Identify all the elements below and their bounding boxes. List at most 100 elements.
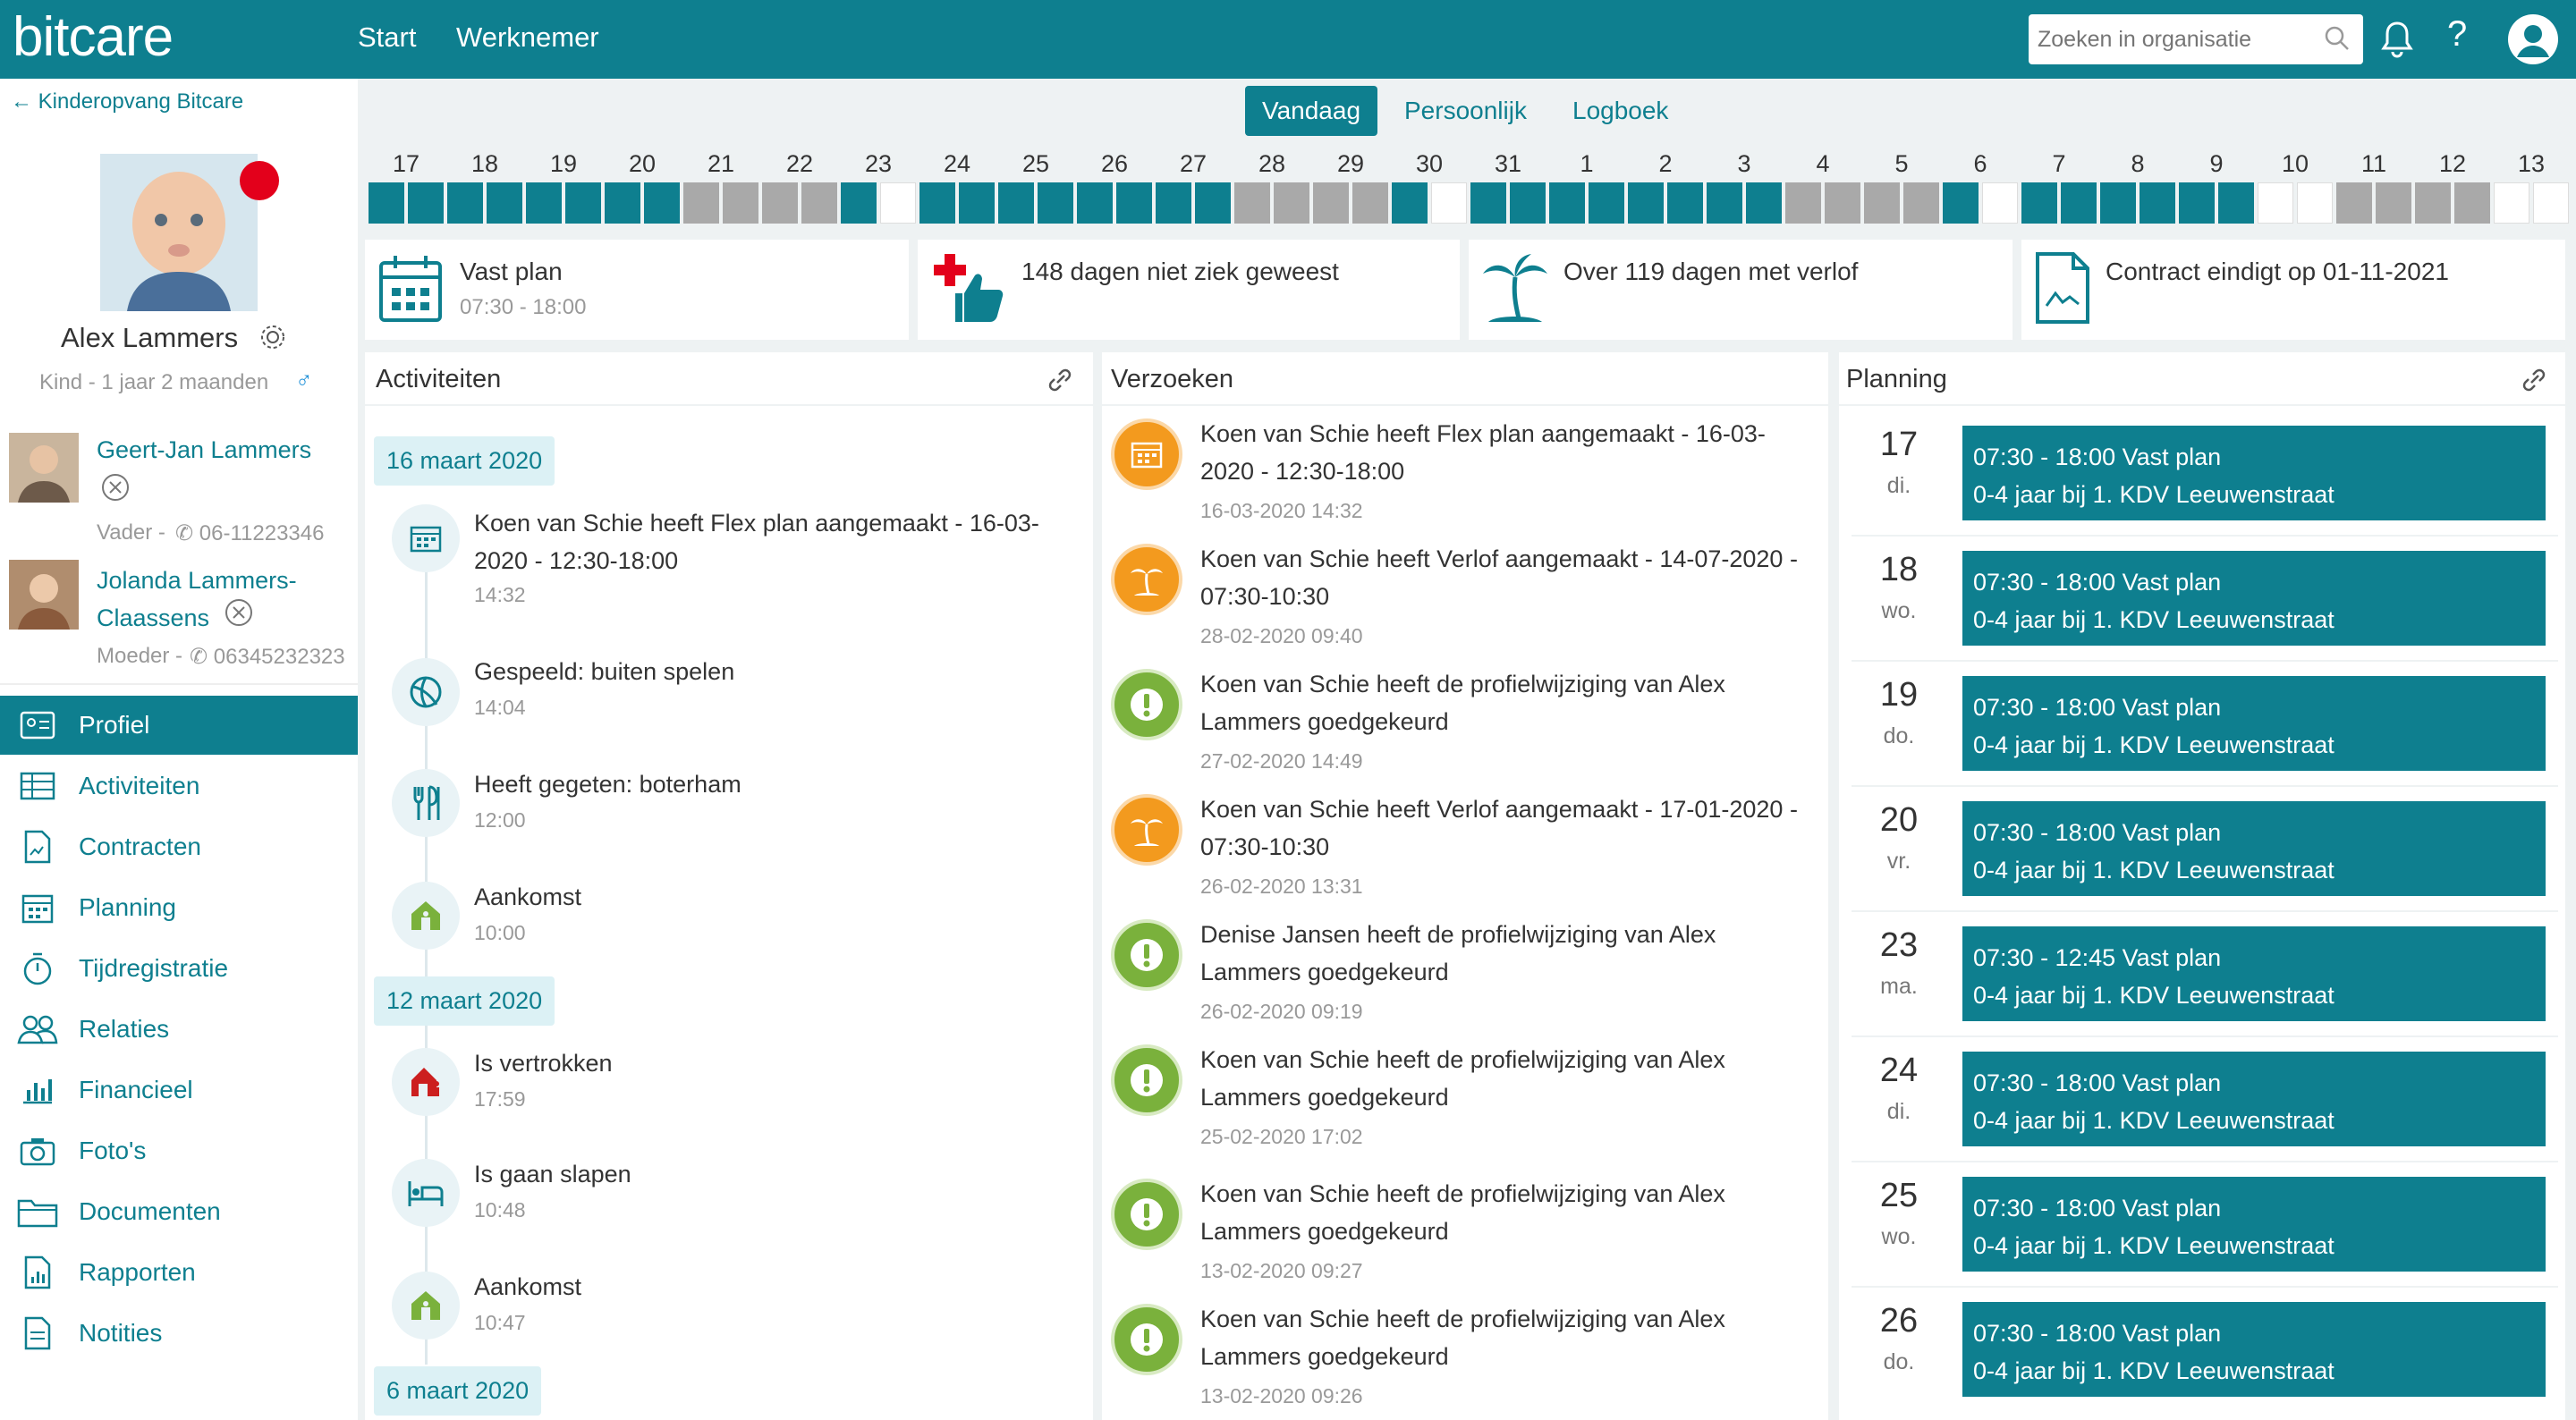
calendar-cell[interactable] — [959, 182, 995, 224]
calendar-cell[interactable] — [1825, 182, 1860, 224]
calendar-cell[interactable] — [1234, 182, 1270, 224]
close-circle-icon[interactable] — [100, 472, 131, 503]
request-text[interactable]: Denise Jansen heeft de profielwijziging … — [1200, 916, 1844, 991]
calendar-cell[interactable] — [1549, 182, 1585, 224]
calendar-cell[interactable] — [2415, 182, 2451, 224]
calendar-cell[interactable] — [2021, 182, 2057, 224]
calendar-cell[interactable] — [1982, 182, 2018, 224]
close-circle-icon[interactable] — [224, 597, 254, 628]
calendar-day[interactable]: 12 — [2438, 150, 2467, 177]
calendar-cell[interactable] — [801, 182, 837, 224]
planning-block[interactable]: 07:30 - 18:00 Vast plan 0-4 jaar bij 1. K… — [1962, 1177, 2546, 1272]
calendar-day[interactable]: 17 — [392, 150, 420, 177]
relation-name-mother[interactable]: Jolanda Lammers- Claassens — [97, 567, 297, 631]
calendar-cell[interactable] — [2100, 182, 2136, 224]
calendar-cell[interactable] — [1038, 182, 1073, 224]
calendar-day[interactable]: 19 — [549, 150, 578, 177]
menu-fotos[interactable]: Foto's — [0, 1121, 358, 1180]
menu-notities[interactable]: Notities — [0, 1304, 358, 1363]
calendar-cell[interactable] — [369, 182, 404, 224]
bell-icon[interactable] — [2379, 20, 2415, 59]
bitcare-logo[interactable]: bitcare — [13, 6, 174, 68]
request-text[interactable]: Koen van Schie heeft de profielwijziging… — [1200, 665, 1844, 740]
calendar-cell[interactable] — [1156, 182, 1191, 224]
menu-activiteiten[interactable]: Activiteiten — [0, 756, 358, 816]
calendar-cell[interactable] — [1628, 182, 1664, 224]
request-text[interactable]: Koen van Schie heeft de profielwijziging… — [1200, 1041, 1844, 1116]
calendar-cell[interactable] — [2376, 182, 2411, 224]
menu-profiel[interactable]: Profiel — [0, 696, 358, 755]
calendar-cell[interactable] — [880, 182, 916, 224]
nav-start[interactable]: Start — [358, 21, 417, 53]
calendar-cell[interactable] — [487, 182, 522, 224]
calendar-cell[interactable] — [1470, 182, 1506, 224]
search-input[interactable] — [2038, 14, 2306, 64]
calendar-cell[interactable] — [1313, 182, 1349, 224]
calendar-cell[interactable] — [1589, 182, 1624, 224]
calendar-cell[interactable] — [1943, 182, 1979, 224]
tab-vandaag[interactable]: Vandaag — [1245, 86, 1377, 136]
calendar-cell[interactable] — [1431, 182, 1467, 224]
back-link[interactable]: ← Kinderopvang Bitcare — [11, 89, 244, 114]
calendar-cell[interactable] — [1864, 182, 1900, 224]
calendar-day[interactable]: 24 — [943, 150, 971, 177]
calendar-cell[interactable] — [526, 182, 562, 224]
calendar-cell[interactable] — [605, 182, 640, 224]
calendar-cell[interactable] — [998, 182, 1034, 224]
calendar-cell[interactable] — [1392, 182, 1428, 224]
calendar-cell[interactable] — [565, 182, 601, 224]
calendar-day[interactable]: 8 — [2131, 150, 2145, 177]
calendar-cell[interactable] — [2218, 182, 2254, 224]
link-icon[interactable] — [1045, 365, 1075, 395]
tab-logboek[interactable]: Logboek — [1572, 97, 1669, 124]
calendar-cell[interactable] — [2140, 182, 2175, 224]
calendar-day[interactable]: 4 — [1816, 150, 1830, 177]
calendar-day[interactable]: 11 — [2360, 150, 2387, 177]
calendar-day[interactable]: 26 — [1100, 150, 1129, 177]
planning-block[interactable]: 07:30 - 18:00 Vast plan 0-4 jaar bij 1. K… — [1962, 426, 2546, 520]
calendar-cell[interactable] — [2061, 182, 2097, 224]
planning-block[interactable]: 07:30 - 18:00 Vast plan 0-4 jaar bij 1. K… — [1962, 801, 2546, 896]
planning-block[interactable]: 07:30 - 12:45 Vast plan 0-4 jaar bij 1. K… — [1962, 926, 2546, 1021]
calendar-cell[interactable] — [2336, 182, 2372, 224]
menu-financieel[interactable]: Financieel — [0, 1061, 358, 1120]
calendar-cell[interactable] — [841, 182, 877, 224]
link-icon[interactable] — [2519, 365, 2549, 395]
menu-rapporten[interactable]: Rapporten — [0, 1243, 358, 1302]
nav-werknemer[interactable]: Werknemer — [456, 21, 599, 53]
calendar-cell[interactable] — [408, 182, 444, 224]
calendar-cell[interactable] — [1785, 182, 1821, 224]
calendar-cell[interactable] — [762, 182, 798, 224]
calendar-day[interactable]: 7 — [2052, 150, 2066, 177]
calendar-cell[interactable] — [2454, 182, 2490, 224]
calendar-cell[interactable] — [1274, 182, 1309, 224]
calendar-cell[interactable] — [2297, 182, 2333, 224]
calendar-day[interactable]: 23 — [864, 150, 893, 177]
calendar-cell[interactable] — [1746, 182, 1782, 224]
calendar-cell[interactable] — [1707, 182, 1742, 224]
search-icon[interactable] — [2324, 25, 2351, 52]
calendar-day[interactable]: 27 — [1179, 150, 1208, 177]
planning-block[interactable]: 07:30 - 18:00 Vast plan 0-4 jaar bij 1. K… — [1962, 551, 2546, 646]
request-text[interactable]: Koen van Schie heeft de profielwijziging… — [1200, 1175, 1844, 1250]
calendar-day[interactable]: 3 — [1737, 150, 1751, 177]
calendar-day[interactable]: 6 — [1973, 150, 1987, 177]
calendar-cell[interactable] — [2179, 182, 2215, 224]
calendar-day[interactable]: 22 — [785, 150, 814, 177]
calendar-day[interactable]: 29 — [1336, 150, 1365, 177]
help-icon[interactable]: ? — [2447, 14, 2468, 54]
search-box[interactable] — [2029, 14, 2363, 64]
calendar-cell[interactable] — [644, 182, 680, 224]
calendar-cell[interactable] — [2494, 182, 2529, 224]
calendar-day[interactable]: 13 — [2517, 150, 2546, 177]
calendar-day[interactable]: 10 — [2281, 150, 2309, 177]
calendar-cell[interactable] — [683, 182, 719, 224]
calendar-cell[interactable] — [1352, 182, 1388, 224]
menu-planning[interactable]: Planning — [0, 878, 358, 937]
calendar-cell[interactable] — [919, 182, 955, 224]
calendar-cell[interactable] — [2258, 182, 2293, 224]
request-text[interactable]: Koen van Schie heeft Verlof aangemaakt -… — [1200, 790, 1844, 866]
tab-persoonlijk[interactable]: Persoonlijk — [1404, 97, 1527, 124]
request-text[interactable]: Koen van Schie heeft de profielwijziging… — [1200, 1300, 1844, 1375]
calendar-cell[interactable] — [447, 182, 483, 224]
